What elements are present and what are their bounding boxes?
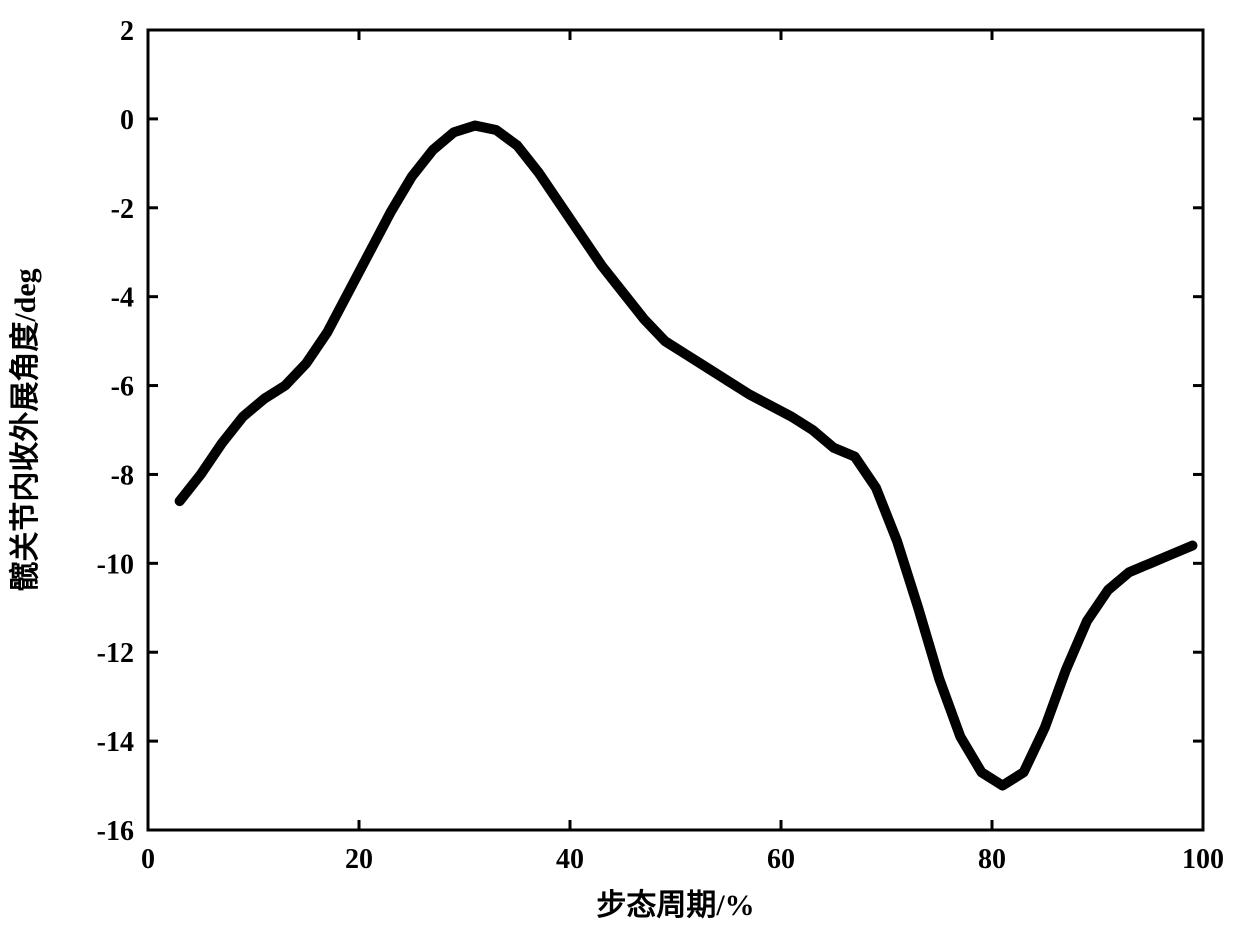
- y-tick-label: -16: [97, 816, 134, 847]
- y-tick-label: 2: [120, 16, 134, 47]
- x-tick-label: 60: [767, 844, 795, 875]
- x-tick-label: 0: [141, 844, 155, 875]
- x-tick-label: 40: [556, 844, 584, 875]
- y-tick-label: 0: [120, 105, 134, 136]
- y-tick-label: -14: [97, 727, 134, 758]
- y-tick-label: -6: [111, 372, 134, 403]
- y-tick-label: -8: [111, 460, 134, 491]
- x-tick-label: 80: [978, 844, 1006, 875]
- y-tick-label: -12: [97, 638, 134, 669]
- x-tick-label: 20: [345, 844, 373, 875]
- y-tick-label: -10: [97, 549, 134, 580]
- chart-background: [0, 0, 1239, 928]
- line-chart: 0 20 40 60 80 100 -16 -14 -12 -10 -8 -6 -4 -2 0 2 步态周期/%…: [0, 0, 1239, 928]
- y-tick-label: -4: [111, 283, 134, 314]
- x-axis-title: 步态周期/%: [596, 889, 754, 922]
- x-tick-label: 100: [1182, 844, 1224, 875]
- y-tick-label: -2: [111, 194, 134, 225]
- y-axis-title: 髋关节内收外展角度/deg: [8, 268, 42, 591]
- chart-container: 0 20 40 60 80 100 -16 -14 -12 -10 -8 -6 -4 -2 0 2 步态周期/%…: [0, 0, 1239, 928]
